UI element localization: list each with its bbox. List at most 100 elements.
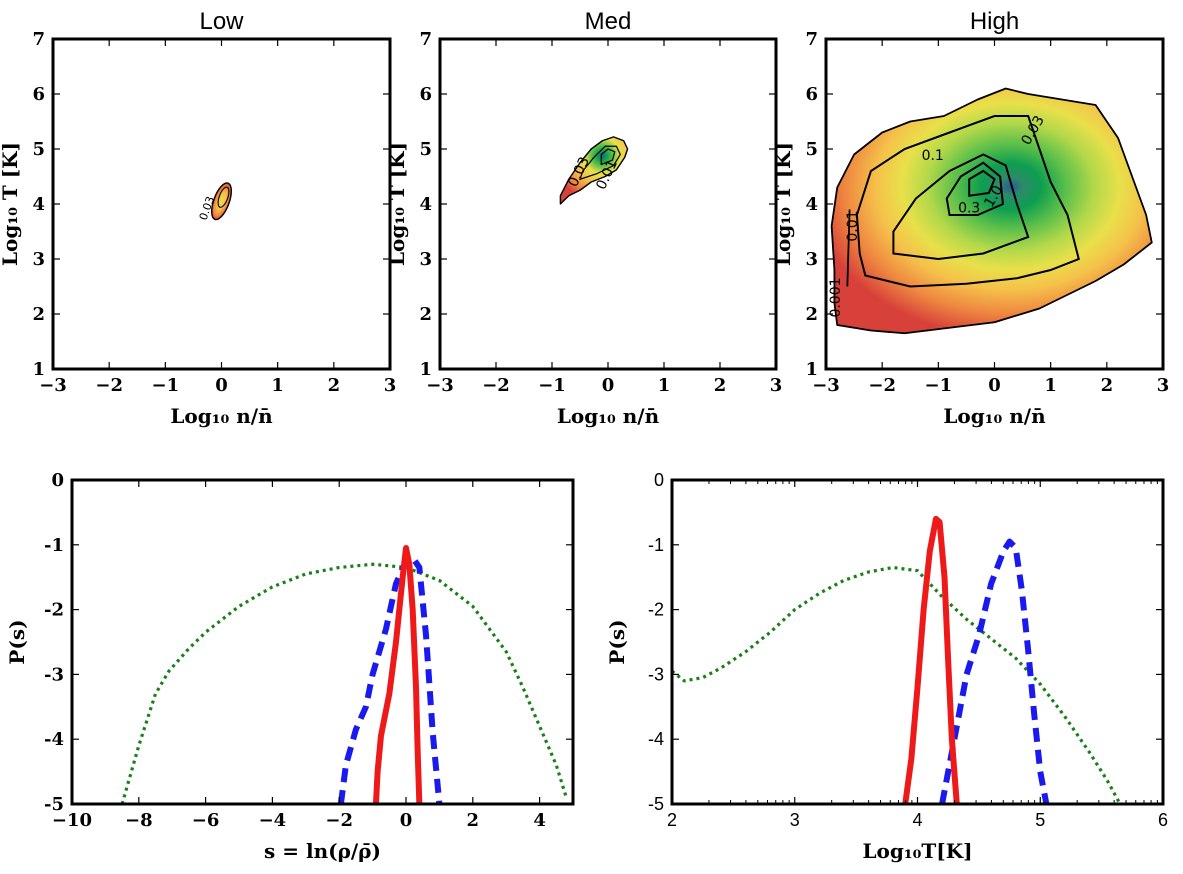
y-tick-label: -2 [44,600,64,621]
contour-0.3 [945,161,1004,216]
x-tick-label: 3 [1157,375,1170,396]
contour-0.03 [855,115,1080,288]
panel-title: High [970,8,1019,35]
contour-line [600,148,616,166]
x-tick-label: 2 [467,810,480,831]
y-tick-label: 0 [654,470,664,490]
x-tick-label: −1 [925,375,953,396]
y-tick-label: -1 [648,535,664,555]
y-tick-label: 4 [32,194,45,215]
plot-frame [824,37,1165,371]
y-axis-label: Log₁₀ T [K] [771,142,795,266]
y-tick-label: 3 [32,249,45,270]
x-tick-label: −1 [152,375,180,396]
x-tick-label: 2 [714,375,727,396]
x-tick-label: −8 [125,810,153,831]
x-tick-label: 0 [602,375,615,396]
x-tick-label: 2 [667,810,677,830]
x-tick-label: −2 [868,375,896,396]
y-axis-label: P(s) [5,619,29,664]
y-tick-label: 7 [419,29,432,50]
panel-title: Low [199,8,244,35]
plot-frame [670,478,1165,806]
density-pdf-panel: −10 −8 −6 −4 −2 0 2 4 0 -1 -2 -3 -4 -5 s = ln(ρ/ρ̄) P(s… [5,470,575,863]
y-tick-label: -1 [44,535,64,556]
contour-label: 0.3 [958,200,980,216]
x-tick-label: 2 [1101,375,1114,396]
y-tick-label: 7 [32,29,45,50]
contour-line [217,186,230,208]
density-region [211,182,232,221]
y-tick-label: 5 [805,139,818,160]
x-tick-label: −3 [812,375,840,396]
x-tick-label: 4 [912,810,922,830]
y-tick-label: 2 [419,304,432,325]
x-tick-label: 0 [215,375,228,396]
x-tick-label: −2 [325,810,353,831]
x-tick-label: 1 [271,375,284,396]
y-axis-label: Log₁₀ T [K] [385,142,409,266]
x-tick-label: 2 [328,375,341,396]
x-axis-label: Log₁₀ n/n̄ [170,404,273,428]
density-region [830,87,1153,335]
y-tick-label: 6 [419,84,432,105]
series-dashed [939,538,1050,804]
density-region [559,136,629,205]
y-tick-label: -3 [44,664,64,685]
y-tick-label: 1 [32,359,45,380]
y-tick-label: -5 [648,794,664,814]
series-dotted [672,565,1122,804]
contour-label: 0.001 [828,277,844,317]
x-axis-label: Log₁₀ n/n̄ [943,404,1046,428]
y-tick-label: 2 [32,304,45,325]
x-axis-label: Log₁₀T[K] [862,839,972,863]
y-tick-label: 6 [32,84,45,105]
series-dotted [120,562,568,804]
x-tick-label: −4 [259,810,287,831]
x-tick-label: 1 [1044,375,1057,396]
y-axis-label: P(s) [605,619,629,664]
x-tick-label: 0 [988,375,1001,396]
x-tick-label: 3 [770,375,783,396]
x-tick-label: 3 [790,810,800,830]
x-tick-label: 5 [1035,810,1045,830]
y-tick-label: 3 [805,249,818,270]
contour-0.1 [892,153,1030,261]
x-tick-label: 1 [658,375,671,396]
x-tick-label: 3 [384,375,397,396]
contour-label: 0.1 [922,148,944,164]
x-tick-label: 6 [1158,810,1168,830]
x-tick-label: −3 [39,375,67,396]
y-tick-label: 0 [51,470,64,491]
series-solid [372,545,423,804]
x-tick-label: −2 [95,375,123,396]
x-tick-label: −1 [538,375,566,396]
x-tick-label: −10 [52,810,92,831]
y-tick-label: 5 [32,139,45,160]
contour-1.0 [968,169,996,197]
y-tick-label: 1 [805,359,818,380]
x-tick-label: −3 [426,375,454,396]
plot-frame [70,478,575,806]
y-tick-label: -3 [648,664,664,684]
x-axis-label: s = ln(ρ/ρ̄) [264,839,381,863]
contour-0.01 [846,209,851,287]
y-tick-label: 4 [419,194,432,215]
x-tick-label: −2 [482,375,510,396]
y-tick-label: -4 [648,729,664,749]
x-tick-label: 0 [400,810,413,831]
contour-line [579,145,622,181]
y-tick-label: 4 [805,194,818,215]
series-dashed [337,554,443,804]
y-tick-label: 3 [419,249,432,270]
series-solid [902,515,960,804]
y-tick-label: 5 [419,139,432,160]
plot-frame [438,37,778,371]
x-tick-label: 4 [533,810,546,831]
y-tick-label: -5 [44,794,64,815]
y-tick-label: -4 [44,729,64,750]
